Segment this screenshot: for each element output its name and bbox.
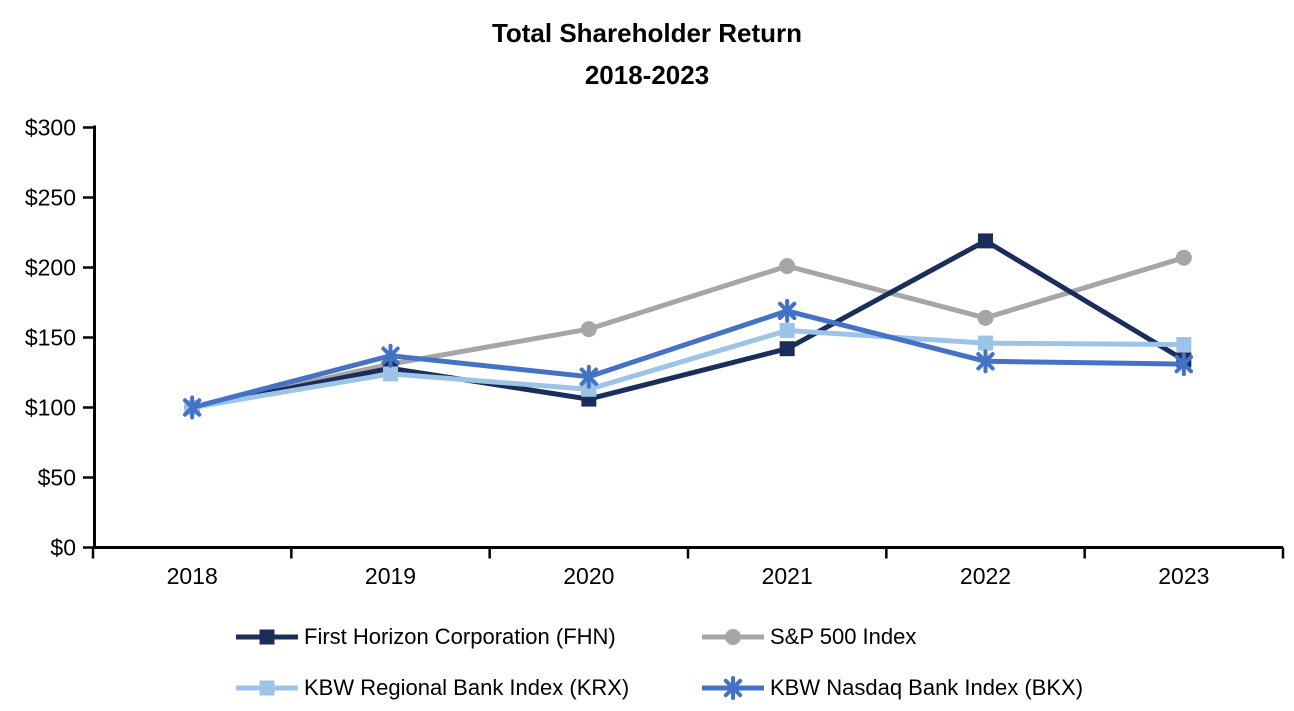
legend-item-fhn: First Horizon Corporation (FHN): [234, 624, 616, 650]
chart-title: Total Shareholder Return 2018-2023: [0, 12, 1294, 96]
y-axis-tick-label: $50: [38, 465, 76, 491]
series-line-1: [191, 238, 1186, 410]
x-axis-tick-label: 2020: [563, 563, 614, 589]
x-axis-tick-label: 2019: [365, 563, 416, 589]
y-axis-tick-label: $0: [50, 535, 76, 561]
series-markers-3: [182, 298, 1194, 420]
sp500-line-circle-marker-icon: [702, 629, 764, 645]
series-line-0: [191, 255, 1185, 410]
x-axis-tick-label: 2023: [1158, 563, 1209, 589]
legend-item-krx: KBW Regional Bank Index (KRX): [234, 675, 629, 701]
x-axis-tick-label: 2022: [960, 563, 1011, 589]
legend-item-sp500: S&P 500 Index: [700, 624, 916, 650]
legend-label-fhn: First Horizon Corporation (FHN): [304, 624, 616, 649]
legend-label-sp500: S&P 500 Index: [770, 624, 917, 649]
chart-title-line2: 2018-2023: [584, 60, 710, 90]
fhn-line-square-marker-icon: [236, 629, 298, 645]
series-markers-1: [184, 233, 1192, 415]
legend-label-bkx: KBW Nasdaq Bank Index (BKX): [770, 675, 1084, 700]
y-axis-tick-label: $300: [25, 115, 76, 141]
series-line-2: [191, 328, 1184, 410]
x-axis-tick-label: 2018: [167, 563, 218, 589]
y-axis-tick-label: $150: [25, 325, 76, 351]
y-axis-tick-label: $250: [25, 185, 76, 211]
y-axis-tick-label: $200: [25, 255, 76, 281]
chart-title-line1: Total Shareholder Return: [491, 18, 803, 48]
bkx-line-star-marker-icon: [702, 676, 764, 700]
krx-line-square-marker-icon: [236, 680, 298, 696]
legend-label-krx: KBW Regional Bank Index (KRX): [304, 675, 630, 700]
legend-item-bkx: KBW Nasdaq Bank Index (BKX): [700, 675, 1083, 701]
x-axis-tick-label: 2021: [762, 563, 813, 589]
series-line-3: [191, 308, 1184, 410]
y-axis-tick-label: $100: [25, 395, 76, 421]
